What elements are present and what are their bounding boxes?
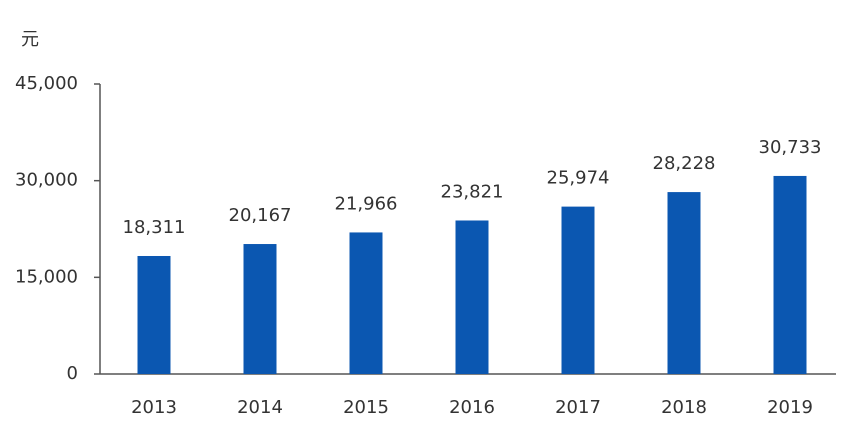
bar (243, 244, 277, 374)
y-tick-label: 45,000 (15, 73, 78, 94)
bar (561, 206, 595, 374)
value-label: 20,167 (229, 205, 292, 226)
bar (667, 192, 701, 374)
y-axis-label: 元 (21, 29, 39, 50)
bar (773, 175, 807, 374)
value-label: 28,228 (653, 153, 716, 174)
value-label: 25,974 (547, 168, 610, 189)
value-label: 18,311 (123, 217, 186, 238)
bar (137, 255, 171, 374)
y-tick-label: 30,000 (15, 170, 78, 191)
value-label: 30,733 (759, 137, 822, 158)
x-tick-label: 2017 (555, 397, 601, 418)
bar (349, 232, 383, 374)
value-label: 21,966 (335, 193, 398, 214)
y-tick-label: 0 (67, 363, 78, 384)
x-tick-label: 2014 (237, 397, 283, 418)
x-tick-label: 2019 (767, 397, 813, 418)
x-tick-label: 2018 (661, 397, 707, 418)
y-tick-label: 15,000 (15, 266, 78, 287)
x-tick-label: 2016 (449, 397, 495, 418)
x-tick-label: 2015 (343, 397, 389, 418)
bar (455, 220, 489, 374)
x-tick-label: 2013 (131, 397, 177, 418)
value-label: 23,821 (441, 181, 504, 202)
